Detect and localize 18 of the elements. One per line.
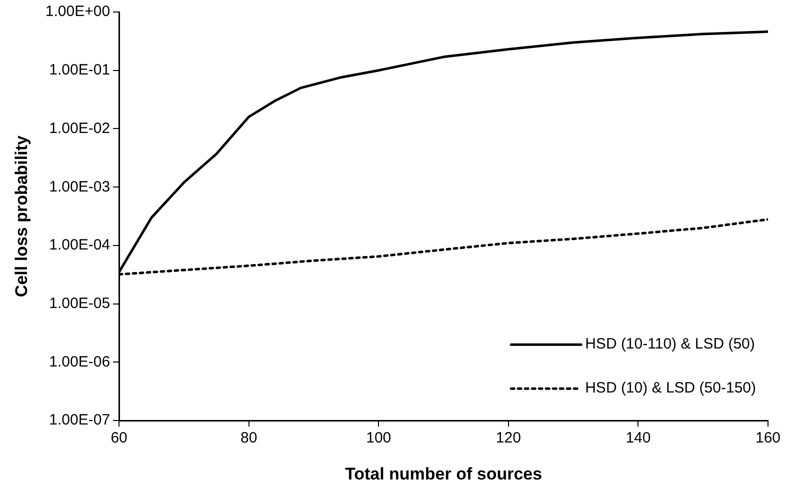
y-tick-label: 1.00E-02 xyxy=(49,120,110,137)
y-tick-label: 1.00E-04 xyxy=(49,236,110,254)
y-tick-label: 1.00E-06 xyxy=(49,353,110,370)
y-tick-label: 1.00E-01 xyxy=(49,62,110,79)
x-tick-label: 120 xyxy=(496,430,521,447)
legend-label: HSD (10) & LSD (50-150) xyxy=(585,380,756,397)
x-tick-label: 80 xyxy=(240,430,258,447)
x-tick-label: 60 xyxy=(110,430,128,447)
y-tick-label: 1.00E-05 xyxy=(49,295,110,312)
x-tick-label: 160 xyxy=(755,430,781,447)
y-axis-title: Cell loss probability xyxy=(12,134,31,298)
y-tick-label: 1.00E+00 xyxy=(45,3,110,20)
x-axis-title: Total number of sources xyxy=(344,464,542,484)
x-tick-label: 100 xyxy=(366,430,392,447)
legend-label: HSD (10-110) & LSD (50) xyxy=(585,336,755,353)
y-tick-label: 1.00E-07 xyxy=(49,412,110,429)
y-tick-label: 1.00E-03 xyxy=(49,178,110,196)
x-tick-label: 140 xyxy=(626,430,651,447)
